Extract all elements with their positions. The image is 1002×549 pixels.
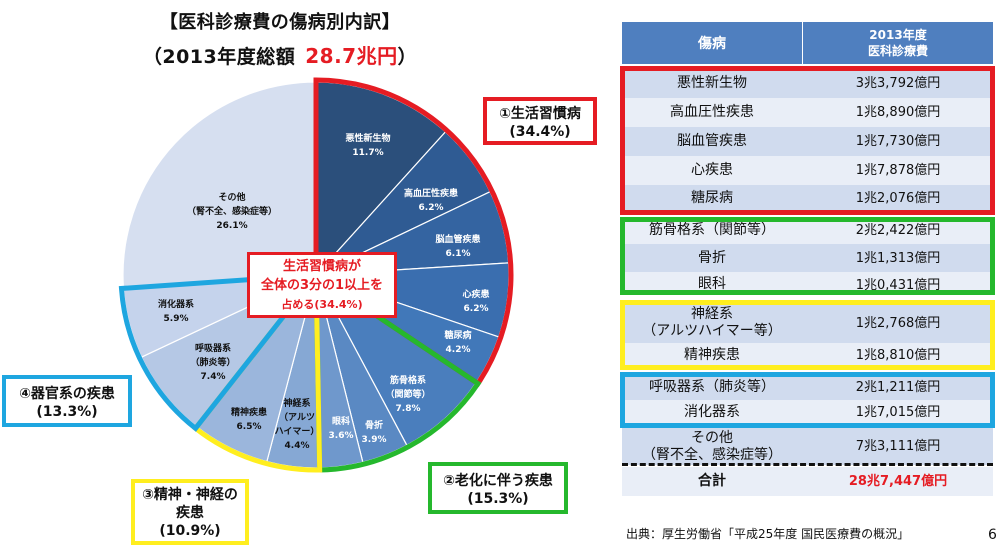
slice-label-malignant: 悪性新生物 11.7%	[345, 132, 390, 158]
row-name: 筋骨格系（関節等）	[649, 222, 775, 238]
callout-mental-share: (10.9%)	[159, 523, 221, 539]
group-outline	[313, 77, 514, 388]
row-name: 呼吸器系（肺炎等）	[649, 379, 775, 395]
row-name-line2: （アルツハイマー等）	[642, 323, 782, 339]
table-total-row: 合計 28兆7,447億円	[622, 467, 993, 497]
row-cost: 1兆8,810億円	[855, 348, 941, 363]
row-cost: 7兆3,111億円	[855, 439, 941, 454]
center-line-2: 全体の3分の1以上を	[260, 278, 384, 293]
slice-label-other: その他（腎不全、感染症等） 26.1%	[187, 191, 277, 231]
table-row: 高血圧性疾患 1兆8,890億円	[622, 98, 993, 128]
callout-aging-share: (15.3%)	[467, 491, 529, 507]
row-cost: 1兆7,730億円	[855, 134, 941, 149]
total-label: 合計	[698, 473, 726, 489]
callout-mental-name-2: 疾患	[176, 505, 204, 521]
table-row: 脳血管疾患 1兆7,730億円	[622, 127, 993, 157]
group-outlines	[118, 77, 514, 473]
total-divider	[622, 463, 993, 466]
slice-label-digestive: 消化器系 5.9%	[158, 298, 194, 324]
row-name: 脳血管疾患	[677, 133, 747, 149]
total-cost: 28兆7,447億円	[848, 474, 948, 489]
row-cost: 1兆8,890億円	[855, 105, 941, 120]
center-line-1: 生活習慣病が	[282, 259, 361, 274]
header-cost-label: 医科診療費	[867, 44, 928, 58]
row-name-line2: （腎不全、感染症等）	[642, 446, 782, 463]
slice-label-musculoskeletal: 筋骨格系（関節等） 7.8%	[385, 374, 430, 414]
slice-label-mental: 精神疾患 6.5%	[231, 406, 267, 432]
row-cost: 1兆0,431億円	[855, 278, 941, 293]
slice-label-heart: 心疾患 6.2%	[462, 288, 489, 314]
row-name: 消化器系	[684, 404, 740, 420]
center-annotation: 生活習慣病が 全体の3分の1以上を 占める(34.4%)	[247, 252, 397, 318]
chart-title: 【医科診療費の傷病別内訳】	[159, 12, 401, 33]
row-name: 心疾患	[691, 162, 733, 178]
callout-aging-name: ②老化に伴う疾患	[443, 473, 553, 489]
callout-organ-share: (13.3%)	[36, 404, 98, 420]
page-number: 6	[988, 527, 997, 543]
group-box-mental	[620, 300, 995, 370]
table-row: 精神疾患 1兆8,810億円	[622, 343, 993, 369]
slice-label-cerebrovascular: 脳血管疾患 6.1%	[434, 233, 480, 259]
row-cost: 2兆2,422億円	[855, 223, 941, 238]
group-box-aging	[620, 217, 995, 295]
slice-label-diabetes: 糖尿病 4.2%	[444, 329, 471, 355]
row-name: 骨折	[698, 249, 726, 266]
table-header: 傷病 2013年度 医科診療費	[622, 22, 993, 64]
chart-subtitle: （2013年度総額 28.7兆円）	[0, 40, 560, 69]
header-cost: 2013年度 医科診療費	[803, 22, 993, 64]
slice-label-hypertension: 高血圧性疾患 6.2%	[404, 187, 458, 213]
group-outline	[192, 267, 323, 473]
slice-labels: 悪性新生物 11.7% 高血圧性疾患 6.2% 脳血管疾患 6.1% 心疾患 6.2% …	[158, 132, 490, 451]
row-name: 眼科	[698, 276, 726, 292]
table-row: 悪性新生物 3兆3,792億円	[622, 69, 993, 99]
row-cost: 3兆3,792億円	[855, 76, 941, 91]
group-outline	[118, 272, 322, 432]
row-name: 精神疾患	[684, 347, 740, 363]
table-row: 眼科 1兆0,431億円	[622, 272, 993, 293]
callout-mental-name-1: ③精神・神経の	[142, 487, 238, 503]
slice-label-respiratory: 呼吸器系（肺炎等） 7.4%	[190, 342, 235, 382]
row-cost: 1兆2,076億円	[855, 191, 941, 206]
callout-mental-diseases: ③精神・神経の 疾患 (10.9%)	[131, 479, 249, 545]
row-name-line1: その他	[691, 429, 733, 446]
row-name: 悪性新生物	[677, 75, 747, 91]
group-box-organ	[620, 372, 995, 428]
row-cost: 1兆7,015億円	[855, 405, 941, 420]
row-cost: 1兆1,313億円	[855, 250, 941, 266]
callout-organ-name: ④器官系の疾患	[19, 386, 115, 402]
table-row: 消化器系 1兆7,015億円	[622, 400, 993, 426]
table-row: 心疾患 1兆7,878億円	[622, 156, 993, 186]
row-name: 糖尿病	[691, 190, 733, 206]
slice-label-ophthalmology: 眼科 3.6%	[329, 415, 354, 441]
group-box-lifestyle	[620, 66, 995, 215]
table-row: 神経系 （アルツハイマー等） 1兆2,768億円	[622, 303, 993, 344]
slice-label-nervous: 神経系（アルツハイマー） 4.4%	[275, 397, 320, 451]
callout-lifestyle-name: ①生活習慣病	[499, 106, 581, 122]
subtitle-prefix: （2013年度総額	[142, 46, 296, 68]
callout-organ-diseases: ④器官系の疾患 (13.3%)	[2, 375, 132, 427]
table-row: その他 （腎不全、感染症等） 7兆3,111億円	[622, 428, 993, 466]
row-name-line1: 神経系	[691, 306, 733, 322]
header-cost-year: 2013年度	[869, 28, 927, 42]
subtitle-suffix: ）	[397, 46, 418, 68]
row-name: 高血圧性疾患	[670, 104, 754, 120]
center-line-3: 占める(34.4%)	[281, 298, 363, 311]
header-disease: 傷病	[622, 22, 803, 64]
row-name: その他 （腎不全、感染症等）	[622, 428, 802, 465]
callout-lifestyle-share: (34.4%)	[509, 124, 571, 140]
pie-slice	[122, 81, 317, 289]
subtitle-amount: 28.7兆円	[305, 44, 398, 68]
row-cost: 1兆7,878億円	[855, 163, 941, 178]
row-cost: 1兆2,768億円	[855, 315, 941, 331]
callout-lifestyle-diseases: ①生活習慣病 (34.4%)	[483, 97, 597, 145]
slice-label-fracture: 骨折 3.9%	[362, 419, 387, 445]
callout-aging-diseases: ②老化に伴う疾患 (15.3%)	[428, 462, 568, 514]
group-outline	[313, 270, 482, 473]
row-name: 神経系 （アルツハイマー等）	[622, 303, 802, 343]
source-note: 出典：厚生労働省「平成25年度 国民医療費の概況」	[626, 527, 910, 541]
row-cost: 2兆1,211億円	[855, 380, 941, 395]
table-row: 糖尿病 1兆2,076億円	[622, 185, 993, 213]
